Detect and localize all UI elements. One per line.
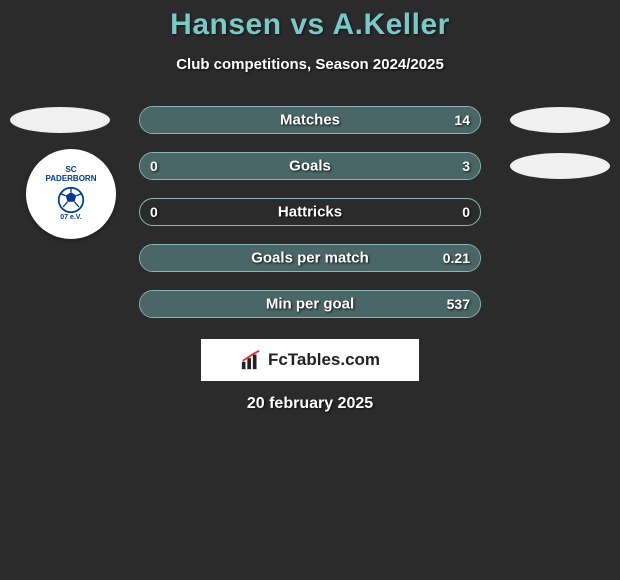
stat-value-right: 3 bbox=[462, 158, 470, 174]
bar-chart-icon bbox=[240, 349, 262, 371]
stat-value-right: 537 bbox=[447, 296, 470, 312]
branding-text: FcTables.com bbox=[268, 350, 380, 370]
stat-row-area: Goals per match 0.21 bbox=[0, 235, 620, 281]
stat-row-area: SCPADERBORN07 e.V.Goals03 bbox=[0, 143, 620, 189]
stat-bar: Min per goal 537 bbox=[139, 290, 481, 318]
stat-bar: Goals 0 3 bbox=[139, 152, 481, 180]
stats-list: Matches14SCPADERBORN07 e.V.Goals03Hattri… bbox=[0, 97, 620, 327]
page-title: Hansen vs A.Keller bbox=[0, 8, 620, 42]
branding-badge[interactable]: FcTables.com bbox=[201, 339, 419, 381]
stat-value-right: 0.21 bbox=[443, 250, 470, 266]
player-right-club-placeholder bbox=[510, 153, 610, 179]
stat-label: Matches bbox=[280, 112, 340, 129]
comparison-widget: Hansen vs A.Keller Club competitions, Se… bbox=[0, 0, 620, 413]
player-right-avatar-placeholder bbox=[510, 107, 610, 133]
stat-row-area: Matches 14 bbox=[0, 97, 620, 143]
stat-bar: Hattricks 0 0 bbox=[139, 198, 481, 226]
stat-value-right: 0 bbox=[462, 204, 470, 220]
stat-row-area: Min per goal 537 bbox=[0, 281, 620, 327]
stat-label: Goals per match bbox=[251, 250, 369, 267]
stat-label: Goals bbox=[289, 158, 331, 175]
stat-value-left: 0 bbox=[150, 204, 158, 220]
player-left-avatar-placeholder bbox=[10, 107, 110, 133]
date-label: 20 february 2025 bbox=[0, 395, 620, 413]
stat-label: Min per goal bbox=[266, 296, 354, 313]
stat-value-right: 14 bbox=[454, 112, 470, 128]
club-name-bottom: PADERBORN bbox=[46, 175, 97, 184]
stat-row-area: Hattricks 0 0 bbox=[0, 189, 620, 235]
stat-value-left: 0 bbox=[150, 158, 158, 174]
stat-label: Hattricks bbox=[278, 204, 342, 221]
subtitle: Club competitions, Season 2024/2025 bbox=[0, 56, 620, 73]
stat-bar: Matches 14 bbox=[139, 106, 481, 134]
stat-bar: Goals per match 0.21 bbox=[139, 244, 481, 272]
